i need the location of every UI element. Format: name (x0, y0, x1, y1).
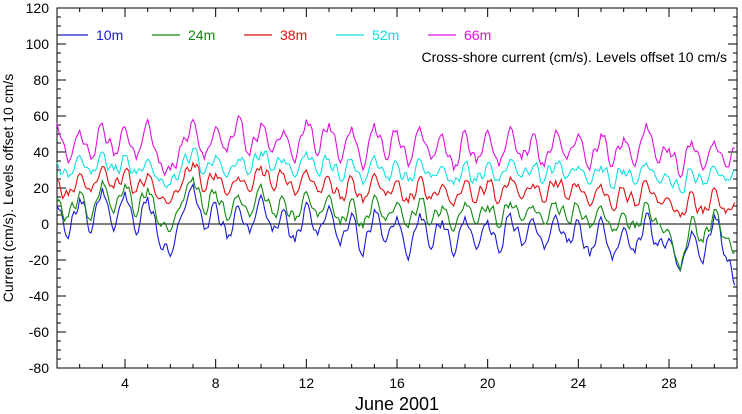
y-axis-title: Current (cm/s). Levels offset 10 cm/s (0, 74, 16, 302)
y-tick-label: 60 (33, 108, 49, 124)
x-tick-label: 12 (299, 375, 315, 391)
y-axis: -80 -60 -40 -20 0 20 40 60 80 100 120 (26, 0, 737, 376)
x-axis: 4 8 12 16 20 24 28 (56, 8, 738, 391)
y-tick-label: -40 (29, 288, 49, 304)
y-tick-label: 40 (33, 144, 49, 160)
legend-label-66m: 66m (464, 27, 491, 43)
x-tick-label: 24 (571, 375, 587, 391)
y-tick-label: 20 (33, 180, 49, 196)
legend-label-24m: 24m (188, 27, 215, 43)
x-axis-title: June 2001 (355, 394, 439, 414)
x-tick-label: 4 (121, 375, 129, 391)
legend-label-10m: 10m (96, 27, 123, 43)
y-tick-label: -20 (29, 252, 49, 268)
series-line-38m (56, 161, 736, 219)
legend-label-38m: 38m (280, 27, 307, 43)
y-tick-label: 0 (41, 216, 49, 232)
series-line-24m (56, 175, 735, 271)
y-tick-label: 100 (26, 36, 50, 52)
series-lines (56, 115, 736, 286)
legend-label-52m: 52m (372, 27, 399, 43)
legend: 10m 24m 38m 52m 66m (60, 27, 491, 43)
series-line-52m (56, 147, 736, 194)
series-line-10m (56, 182, 736, 286)
x-tick-label: 20 (480, 375, 496, 391)
y-tick-label: 120 (26, 0, 50, 16)
x-tick-label: 28 (661, 375, 677, 391)
y-tick-label: -60 (29, 324, 49, 340)
x-tick-label: 8 (212, 375, 220, 391)
series-line-66m (56, 115, 735, 179)
y-tick-label: 80 (33, 72, 49, 88)
y-tick-label: -80 (29, 360, 49, 376)
chart-annotation: Cross-shore current (cm/s). Levels offse… (422, 49, 728, 65)
x-tick-label: 16 (389, 375, 405, 391)
